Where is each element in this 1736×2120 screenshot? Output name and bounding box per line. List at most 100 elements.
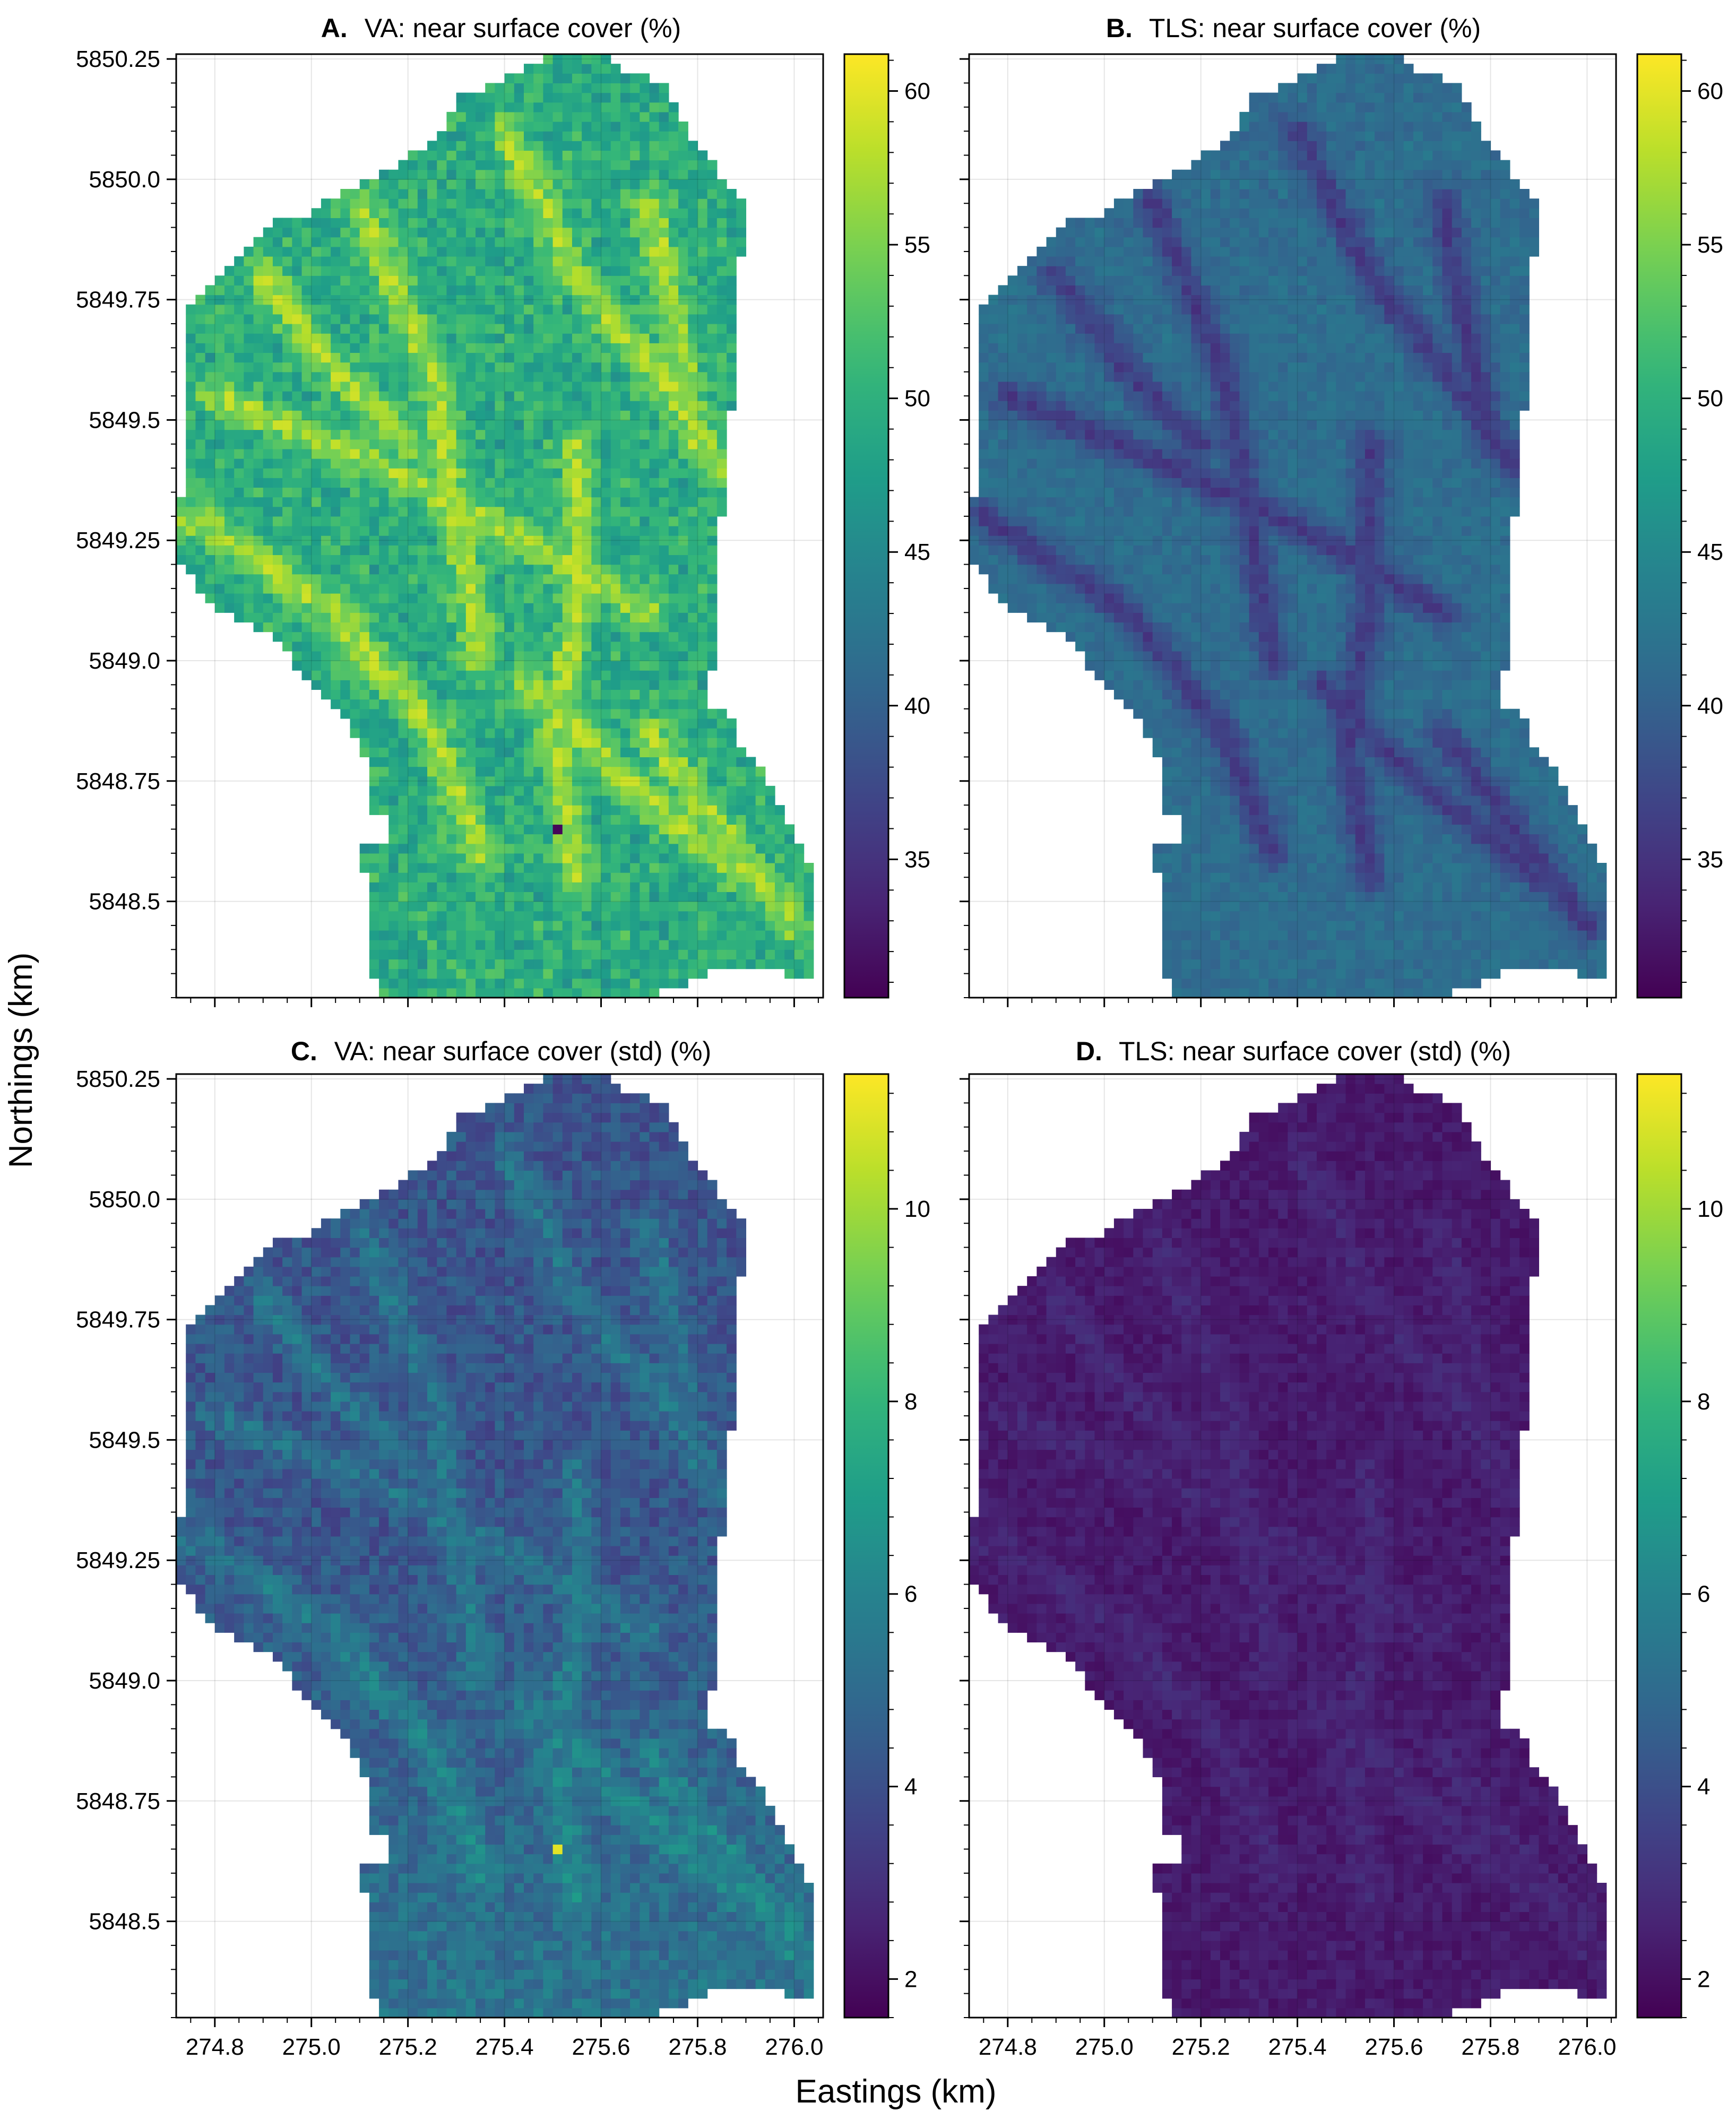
heatmap-cell — [272, 371, 283, 382]
heatmap-cell — [533, 324, 543, 334]
heatmap-cell — [601, 631, 611, 642]
heatmap-cell — [601, 324, 611, 334]
heatmap-cell — [591, 785, 602, 796]
heatmap-cell — [456, 785, 467, 796]
heatmap-cell — [321, 641, 331, 652]
heatmap-cell — [465, 901, 476, 912]
heatmap-cell — [282, 458, 292, 469]
heatmap-cell — [350, 420, 360, 430]
heatmap-cell — [601, 352, 611, 363]
heatmap-cell — [495, 420, 505, 430]
heatmap-cell — [301, 583, 312, 594]
heatmap-cell — [340, 612, 351, 623]
heatmap-cell — [591, 343, 602, 353]
heatmap-cell — [630, 901, 640, 912]
heatmap-cell — [552, 189, 563, 199]
heatmap-cell — [998, 564, 1008, 575]
heatmap-cell — [485, 968, 495, 979]
heatmap-cell — [388, 468, 399, 478]
heatmap-cell — [697, 901, 708, 912]
heatmap-cell — [446, 401, 457, 411]
heatmap-cell — [668, 949, 679, 960]
heatmap-cell — [640, 747, 650, 758]
heatmap-cell — [716, 882, 727, 893]
heatmap-cell — [408, 295, 418, 305]
heatmap-cell — [456, 612, 467, 623]
heatmap-cell — [244, 401, 254, 411]
heatmap-cell — [659, 757, 669, 767]
heatmap-cell — [688, 208, 698, 219]
heatmap-cell — [688, 391, 698, 401]
heatmap-cell — [533, 131, 543, 141]
heatmap-cell — [1027, 401, 1037, 411]
heatmap-cell — [359, 304, 370, 315]
heatmap-cell — [620, 448, 631, 459]
heatmap-cell — [543, 92, 554, 103]
heatmap-cell — [697, 526, 708, 536]
heatmap-cell — [398, 266, 409, 276]
heatmap-cell — [533, 757, 543, 767]
heatmap-cell — [456, 747, 467, 758]
heatmap-cell — [659, 83, 669, 93]
heatmap-cell — [195, 535, 206, 546]
heatmap-cell — [552, 275, 563, 286]
heatmap-cell — [716, 708, 727, 719]
heatmap-cell — [465, 227, 476, 238]
heatmap-cell — [504, 478, 515, 488]
heatmap-cell — [649, 805, 660, 815]
heatmap-cell — [678, 381, 688, 392]
heatmap-cell — [350, 564, 360, 575]
heatmap-cell — [697, 959, 708, 970]
heatmap-cell — [697, 381, 708, 392]
heatmap-cell — [1027, 526, 1037, 536]
heatmap-cell — [272, 448, 283, 459]
heatmap-cell — [379, 949, 389, 960]
heatmap-cell — [572, 651, 582, 661]
heatmap-cell — [427, 285, 437, 296]
heatmap-cell — [678, 227, 688, 238]
heatmap-cell — [495, 603, 505, 613]
heatmap-cell — [1056, 622, 1066, 633]
heatmap-cell — [572, 227, 582, 238]
heatmap-cell — [1027, 583, 1037, 594]
heatmap-cell — [398, 824, 409, 835]
heatmap-cell — [446, 853, 457, 863]
heatmap-cell — [379, 728, 389, 738]
heatmap-cell — [359, 439, 370, 449]
heatmap-cell — [350, 362, 360, 373]
heatmap-cell — [543, 824, 554, 835]
heatmap-cell — [582, 612, 592, 623]
heatmap-cell — [523, 381, 534, 392]
heatmap-cell — [244, 535, 254, 546]
heatmap-cell — [707, 304, 718, 315]
heatmap-cell — [640, 651, 650, 661]
heatmap-cell — [533, 776, 543, 786]
heatmap-cell — [543, 920, 554, 931]
heatmap-cell — [562, 940, 573, 950]
heatmap-cell — [514, 728, 524, 738]
heatmap-cell — [1007, 420, 1018, 430]
heatmap-cell — [707, 805, 718, 815]
heatmap-cell — [988, 420, 999, 430]
heatmap-cell — [1046, 324, 1057, 334]
heatmap-cell — [263, 410, 273, 421]
heatmap-cell — [543, 988, 554, 998]
heatmap-cell — [572, 160, 582, 170]
heatmap-cell — [678, 497, 688, 507]
heatmap-cell — [610, 728, 621, 738]
heatmap-cell — [417, 371, 428, 382]
heatmap-cell — [572, 92, 582, 103]
heatmap-cell — [727, 863, 737, 873]
heatmap-cell — [755, 940, 766, 950]
heatmap-cell — [572, 776, 582, 786]
heatmap-cell — [417, 227, 428, 238]
heatmap-cell — [311, 266, 322, 276]
heatmap-cell — [398, 458, 409, 469]
heatmap-cell — [321, 343, 331, 353]
heatmap-cell — [253, 593, 264, 603]
heatmap-cell — [610, 246, 621, 257]
heatmap-cell — [523, 661, 534, 671]
heatmap-cell — [979, 555, 989, 565]
heatmap-cell — [727, 872, 737, 882]
heatmap-cell — [523, 246, 534, 257]
